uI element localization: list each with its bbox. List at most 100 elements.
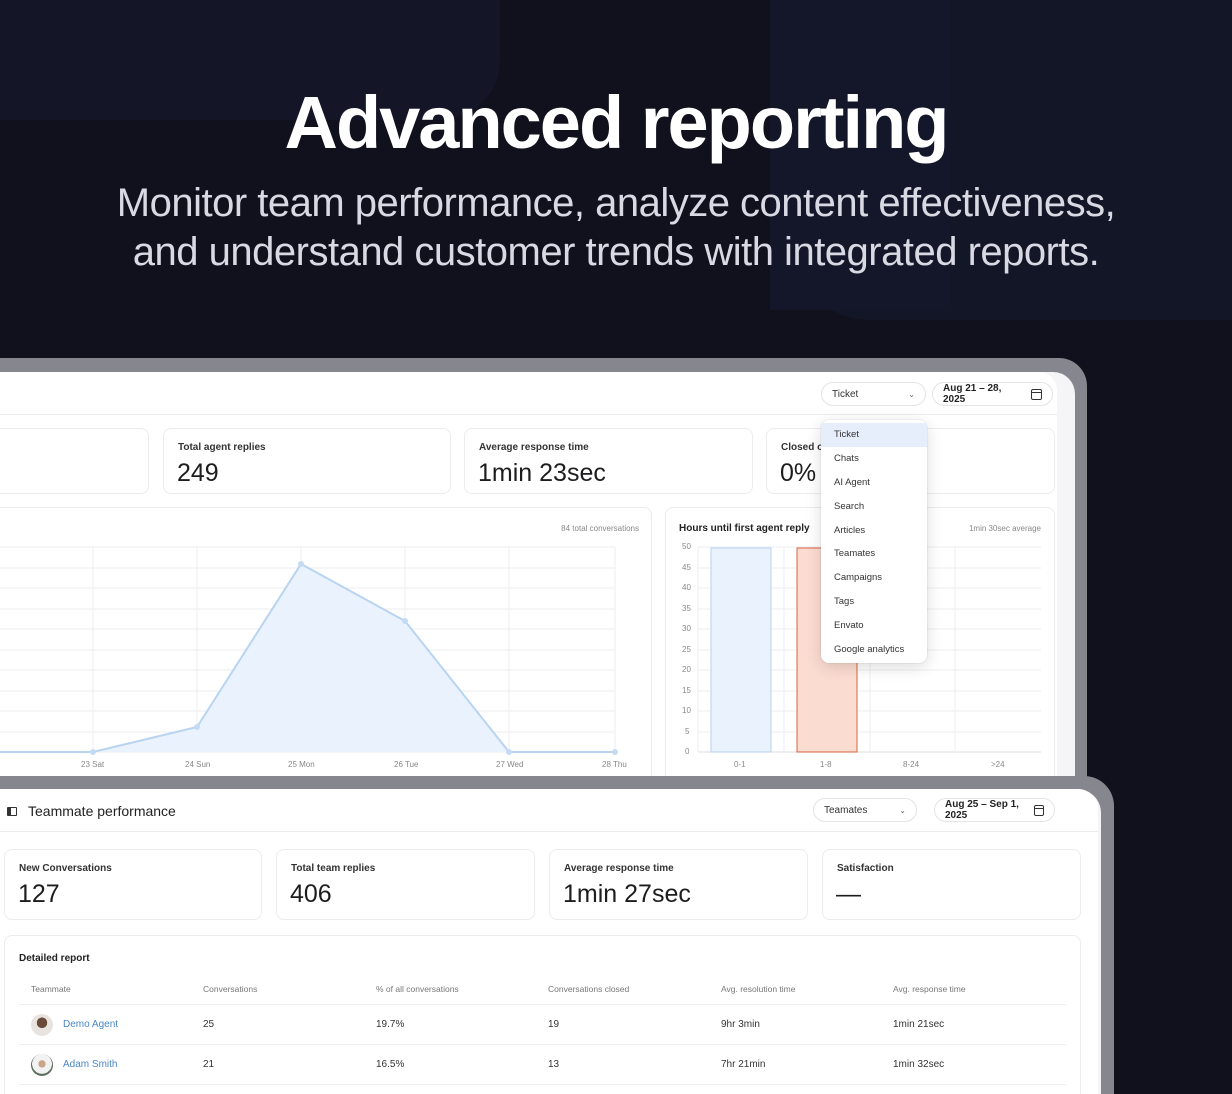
cell-percent: 19.7%: [376, 1019, 405, 1030]
x-tick: 8-24: [903, 760, 920, 769]
background-shape: [0, 0, 500, 120]
table-row[interactable]: Demo Agent 25 19.7% 19 9hr 3min 1min 21s…: [19, 1004, 1066, 1044]
table-row[interactable]: Adam Smith 21 16.5% 13 7hr 21min 1min 32…: [19, 1044, 1066, 1084]
ticket-report-panel: Ticket ⌄ Aug 21 – 28, 2025 Total agent r…: [0, 372, 1057, 818]
dropdown-item-campaigns[interactable]: Campaigns: [834, 572, 883, 584]
conversations-chart-card: 84 total conversations: [0, 507, 652, 787]
column-header-teammate[interactable]: Teammate: [31, 984, 71, 994]
avatar: [31, 1054, 53, 1076]
stat-value: 0%: [780, 459, 817, 487]
report-title: Detailed report: [19, 953, 90, 964]
chevron-down-icon: ⌄: [899, 805, 906, 815]
x-tick: 0-1: [734, 760, 746, 769]
report-type-value: Teamates: [824, 804, 868, 816]
date-range-picker[interactable]: Aug 21 – 28, 2025: [932, 382, 1053, 406]
stat-label: Total team replies: [291, 863, 376, 874]
dropdown-item-teamates[interactable]: Teamates: [834, 548, 876, 560]
cell-conversations: 25: [203, 1019, 215, 1030]
stat-value: 406: [290, 880, 332, 908]
x-tick: 26 Tue: [394, 760, 419, 769]
background-shape: [770, 0, 950, 310]
dropdown-item-articles[interactable]: Articles: [834, 524, 866, 536]
chart-note: 84 total conversations: [561, 524, 639, 533]
stat-card-total-team-replies: Total team replies 406: [276, 849, 535, 920]
x-tick: >24: [991, 760, 1005, 769]
column-header-conversations[interactable]: Conversations: [203, 984, 258, 994]
column-header-percent[interactable]: % of all conversations: [376, 984, 459, 994]
stat-label: Satisfaction: [837, 863, 894, 874]
date-range-value: Aug 21 – 28, 2025: [943, 383, 1002, 405]
stat-value: 1min 23sec: [478, 459, 606, 487]
cell-conversations: 21: [203, 1059, 215, 1070]
x-tick: 1-8: [820, 760, 832, 769]
calendar-icon: [1034, 804, 1044, 816]
cell-response: 1min 32sec: [893, 1059, 945, 1070]
stat-label: Total agent replies: [178, 442, 266, 453]
stat-value: —: [836, 880, 861, 908]
stat-card-average-response-time: Average response time 1min 23sec: [464, 428, 753, 494]
y-tick: 50: [682, 542, 691, 551]
report-type-dropdown-menu: Ticket Chats AI Agent Search Articles Te…: [821, 420, 927, 663]
y-tick: 15: [682, 686, 691, 695]
report-type-value: Ticket: [832, 388, 859, 400]
y-tick: 45: [682, 563, 691, 572]
teammate-name-link[interactable]: Adam Smith: [63, 1059, 118, 1070]
dropdown-item-envato[interactable]: Envato: [834, 619, 864, 631]
y-tick: 10: [682, 706, 691, 715]
hero-subtitle-line1: Monitor team performance, analyze conten…: [116, 181, 1116, 225]
y-tick: 20: [682, 665, 691, 674]
column-header-response[interactable]: Avg. response time: [893, 984, 966, 994]
hero-subtitle-line2: and understand customer trends with inte…: [132, 230, 1100, 274]
date-range-value: Aug 25 – Sep 1, 2025: [945, 799, 1019, 821]
detailed-report-table: Detailed report Teammate Conversations %…: [4, 935, 1081, 1094]
stat-card-new-conversations: New Conversations 127: [4, 849, 262, 920]
device-frame-2: Teammate performance Teamates ⌄ Aug 25 –…: [0, 776, 1114, 1094]
y-tick: 5: [685, 727, 690, 736]
chart-note: 1min 30sec average: [968, 524, 1041, 533]
table-row[interactable]: [19, 1084, 1066, 1094]
teammate-name-link[interactable]: Demo Agent: [63, 1019, 119, 1030]
panel-title: Teammate performance: [28, 803, 176, 819]
teammate-performance-panel: Teammate performance Teamates ⌄ Aug 25 –…: [0, 789, 1098, 1094]
stat-card-satisfaction: Satisfaction —: [822, 849, 1081, 920]
column-header-resolution[interactable]: Avg. resolution time: [721, 984, 796, 994]
stat-card-total-agent-replies: Total agent replies 249: [163, 428, 451, 494]
panel-toolbar: Ticket ⌄ Aug 21 – 28, 2025: [0, 372, 1057, 415]
stat-value: 1min 27sec: [563, 880, 691, 908]
y-tick: 0: [685, 747, 690, 756]
x-tick: 28 Thu: [602, 760, 627, 769]
stat-label: New Conversations: [19, 863, 112, 874]
column-header-closed[interactable]: Conversations closed: [548, 984, 630, 994]
area-chart: [0, 546, 618, 755]
x-tick: 27 Wed: [496, 760, 524, 769]
cell-resolution: 9hr 3min: [721, 1019, 760, 1030]
date-range-picker[interactable]: Aug 25 – Sep 1, 2025: [934, 798, 1055, 822]
x-tick: 24 Sun: [185, 760, 211, 769]
stat-label: Average response time: [479, 442, 589, 453]
stat-value: 127: [18, 880, 60, 908]
y-tick: 30: [682, 624, 691, 633]
sidebar-toggle-icon[interactable]: [7, 807, 17, 816]
dropdown-item-chats[interactable]: Chats: [834, 453, 859, 465]
panel-toolbar: Teammate performance Teamates ⌄ Aug 25 –…: [0, 789, 1098, 832]
x-tick: 23 Sat: [81, 760, 105, 769]
dropdown-item-google-analytics[interactable]: Google analytics: [834, 643, 905, 655]
cell-resolution: 7hr 21min: [721, 1059, 766, 1070]
hero: Advanced reporting Monitor team performa…: [0, 0, 1232, 277]
cell-percent: 16.5%: [376, 1059, 405, 1070]
cell-response: 1min 21sec: [893, 1019, 945, 1030]
stat-card-average-response-time: Average response time 1min 27sec: [549, 849, 808, 920]
stat-label: Average response time: [564, 863, 674, 874]
chart-title: Hours until first agent reply: [679, 523, 810, 534]
stat-label: Closed o: [781, 442, 824, 453]
y-tick: 40: [682, 583, 691, 592]
report-type-select[interactable]: Teamates ⌄: [813, 798, 917, 822]
dropdown-item-tags[interactable]: Tags: [834, 595, 855, 607]
avatar: [31, 1014, 53, 1036]
dropdown-item-ai-agent[interactable]: AI Agent: [834, 476, 870, 488]
report-type-select[interactable]: Ticket ⌄: [821, 382, 926, 406]
stat-value: 249: [177, 459, 219, 487]
calendar-icon: [1031, 388, 1042, 400]
dropdown-item-search[interactable]: Search: [834, 500, 865, 512]
dropdown-item-ticket[interactable]: Ticket: [821, 423, 927, 447]
